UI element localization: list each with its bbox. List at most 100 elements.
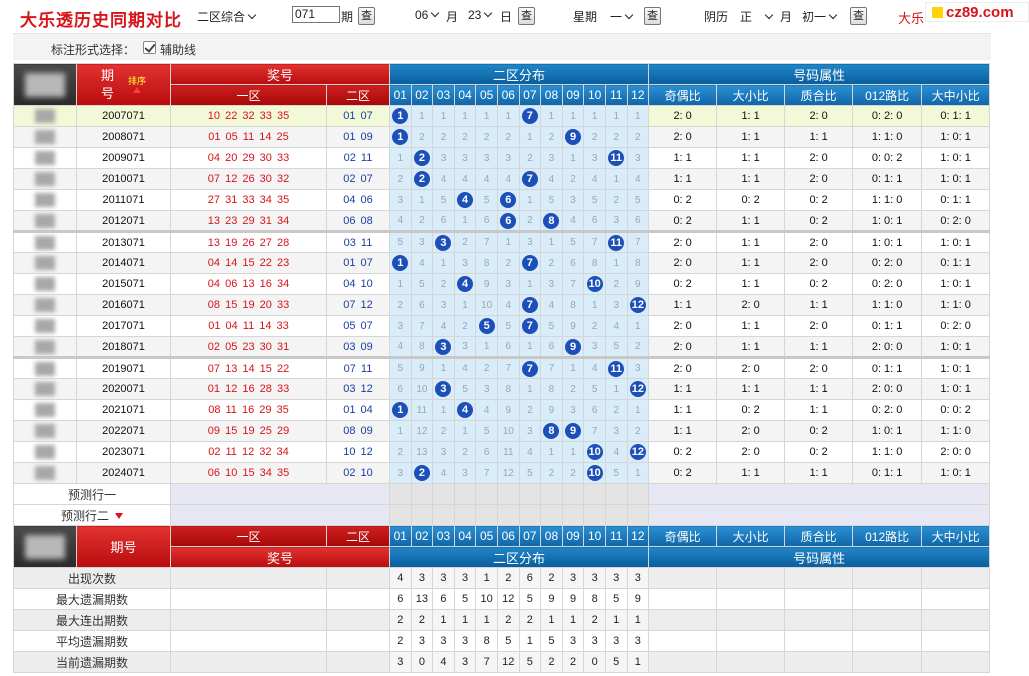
predict-row[interactable]: 预测行一 <box>13 483 991 505</box>
table-row[interactable]: 2022071 09 15 19 25 29 08 09 1 12 2 1 5 10 3 8 9 7 3 2… <box>13 420 991 442</box>
dist-cell-miss: 4 <box>496 168 520 190</box>
row-avatar <box>13 168 77 190</box>
lunar-month-select[interactable]: 正 <box>740 8 774 25</box>
dist-cell-miss: 2 <box>604 189 628 211</box>
table-row[interactable]: 2015071 04 06 13 16 34 04 10 1 5 2 4 9 3 1 3 7 10 2 9 0… <box>13 273 991 295</box>
dist-cell-hit: 3 <box>432 336 455 359</box>
blurred-avatar-icon <box>35 193 55 207</box>
aux-line-checkbox[interactable] <box>143 41 156 54</box>
footer-dist-col-header: 09 <box>561 525 585 547</box>
table-row[interactable]: 2010071 07 12 26 30 32 02 07 2 2 4 4 4 4 7 4 2 4 1 4 1:… <box>13 168 991 190</box>
predict-dist-cell[interactable] <box>540 483 563 505</box>
table-row[interactable]: 2018071 02 05 23 30 31 03 09 4 8 3 3 1 6 1 6 9 3 5 2 2:… <box>13 336 991 359</box>
predict-dist-cell[interactable] <box>561 504 585 526</box>
zone-select[interactable]: 二区综合 <box>197 8 257 25</box>
stat-value: 13 <box>410 588 434 610</box>
dist-cell-miss: 7 <box>561 273 585 295</box>
zone1-numbers: 01 04 11 14 33 <box>170 315 327 337</box>
dist-cell-miss: 2 <box>583 315 606 337</box>
dist-cell-hit: 1 <box>389 105 412 127</box>
dist-cell-miss: 3 <box>475 378 498 400</box>
predict-dist-cell[interactable] <box>496 483 520 505</box>
dist-cell-hit: 4 <box>453 273 477 295</box>
predict-row[interactable]: 预测行二 <box>13 504 991 526</box>
dist-cell-miss: 2 <box>475 357 498 379</box>
predict-dist-cell[interactable] <box>626 504 650 526</box>
predict-dist-cell[interactable] <box>410 483 434 505</box>
stat-value: 5 <box>540 630 563 652</box>
row-avatar <box>13 189 77 211</box>
predict-dist-cell[interactable] <box>561 483 585 505</box>
table-row[interactable]: 2014071 04 14 15 22 23 01 07 1 4 1 3 8 2 7 2 6 8 1 8 2:… <box>13 252 991 274</box>
table-row[interactable]: 2023071 02 11 12 32 34 10 12 2 13 3 2 6 11 4 1 1 10 4… <box>13 441 991 463</box>
table-row[interactable]: 2016071 08 15 19 20 33 07 12 2 6 3 1 10 4 7 4 8 1 3 12… <box>13 294 991 316</box>
table-row[interactable]: 2009071 04 20 29 30 33 02 11 1 2 3 3 3 3 2 3 1 3 11 3 1… <box>13 147 991 169</box>
hit-ball: 10 <box>586 276 603 292</box>
table-row[interactable]: 2012071 13 23 29 31 34 06 08 4 2 6 1 6 6 2 8 4 6 3 6 0:… <box>13 210 991 233</box>
stat-value: 3 <box>604 630 628 652</box>
site-link[interactable]: 大乐 <box>898 11 925 26</box>
period-col-header[interactable]: 期号 排序 <box>76 63 171 106</box>
table-row[interactable]: 2007071 10 22 32 33 35 01 07 1 1 1 1 1 1 7 1 1 1 1 1 2:… <box>13 105 991 127</box>
arrow-down-icon[interactable] <box>115 513 123 520</box>
hit-ball: 1 <box>392 402 409 418</box>
predict-dist-cell[interactable] <box>389 504 412 526</box>
table-row[interactable]: 2024071 06 10 15 34 35 02 10 3 2 4 3 7 12 5 2 2 10 5 1… <box>13 462 991 484</box>
predict-dist-cell[interactable] <box>475 504 498 526</box>
table-row[interactable]: 2013071 13 19 26 27 28 03 11 5 3 3 2 7 1 3 1 5 7 11 7 2… <box>13 231 991 253</box>
sort-toggle[interactable]: 排序 <box>128 76 146 93</box>
table-row[interactable]: 2020071 01 12 16 28 33 03 12 6 10 3 5 3 8 1 8 2 5 1 12… <box>13 378 991 400</box>
query-lunar-button[interactable]: 查 <box>850 7 867 25</box>
dist-cell-miss: 2 <box>540 126 563 148</box>
predict-dist-cell[interactable] <box>432 504 455 526</box>
predict-dist-cell[interactable] <box>583 504 606 526</box>
predict-dist-cell[interactable] <box>583 483 606 505</box>
attr-cell: 2: 0 <box>716 441 786 463</box>
predict-dist-cell[interactable] <box>496 504 520 526</box>
stat-value: 1 <box>604 609 628 631</box>
query-period-button[interactable]: 查 <box>358 7 375 25</box>
predict-dist-cell[interactable] <box>410 504 434 526</box>
period-input[interactable]: 071 <box>292 6 340 23</box>
table-row[interactable]: 2008071 01 05 11 14 25 01 09 1 2 2 2 2 2 1 2 9 2 2 2 2:… <box>13 126 991 148</box>
predict-prize-cell[interactable] <box>170 504 390 526</box>
lunar-day-select[interactable]: 初一 <box>802 8 838 25</box>
day-select[interactable]: 23 <box>468 8 493 22</box>
predict-dist-cell[interactable] <box>453 504 477 526</box>
dist-cell-miss: 3 <box>475 147 498 169</box>
table-row[interactable]: 2011071 27 31 33 34 35 04 06 3 1 5 4 5 6 1 5 3 5 2 5 0:… <box>13 189 991 211</box>
predict-dist-cell[interactable] <box>604 504 628 526</box>
predict-dist-cell[interactable] <box>432 483 455 505</box>
dist-cell-miss: 7 <box>540 357 563 379</box>
dist-cell-miss: 8 <box>561 294 585 316</box>
predict-dist-cell[interactable] <box>540 504 563 526</box>
dist-cell-miss: 2 <box>561 378 585 400</box>
row-avatar <box>13 126 77 148</box>
query-date-button[interactable]: 查 <box>518 7 535 25</box>
query-weekday-button[interactable]: 查 <box>644 7 661 25</box>
dist-cell-miss: 2 <box>389 294 412 316</box>
row-avatar <box>13 462 77 484</box>
weekday-select[interactable]: 一 <box>610 8 634 25</box>
stat-empty-cell <box>921 630 991 652</box>
table-row[interactable]: 2019071 07 13 14 15 22 07 11 5 9 1 4 2 7 7 7 1 4 11 3 2… <box>13 357 991 379</box>
dist-cell-miss: 5 <box>604 336 628 359</box>
stat-value: 8 <box>583 588 606 610</box>
table-row[interactable]: 2017071 01 04 11 14 33 05 07 3 7 4 2 5 5 7 5 9 2 4 1 2:… <box>13 315 991 337</box>
predict-dist-cell[interactable] <box>389 483 412 505</box>
predict-dist-cell[interactable] <box>475 483 498 505</box>
predict-prize-cell[interactable] <box>170 483 390 505</box>
predict-dist-cell[interactable] <box>604 483 628 505</box>
table-row[interactable]: 2021071 08 11 16 29 35 01 04 1 11 1 4 4 9 2 9 3 6 2 1 1… <box>13 399 991 421</box>
dist-cell-miss: 1 <box>604 168 628 190</box>
dist-cell-miss: 4 <box>389 210 412 233</box>
stat-empty-cell <box>326 588 390 610</box>
dist-cell-miss: 3 <box>540 147 563 169</box>
dist-cell-miss: 3 <box>389 462 412 484</box>
stat-value: 2 <box>540 567 563 589</box>
predict-dist-cell[interactable] <box>518 483 542 505</box>
predict-dist-cell[interactable] <box>453 483 477 505</box>
predict-dist-cell[interactable] <box>626 483 650 505</box>
month-select[interactable]: 06 <box>415 8 440 22</box>
predict-dist-cell[interactable] <box>518 504 542 526</box>
